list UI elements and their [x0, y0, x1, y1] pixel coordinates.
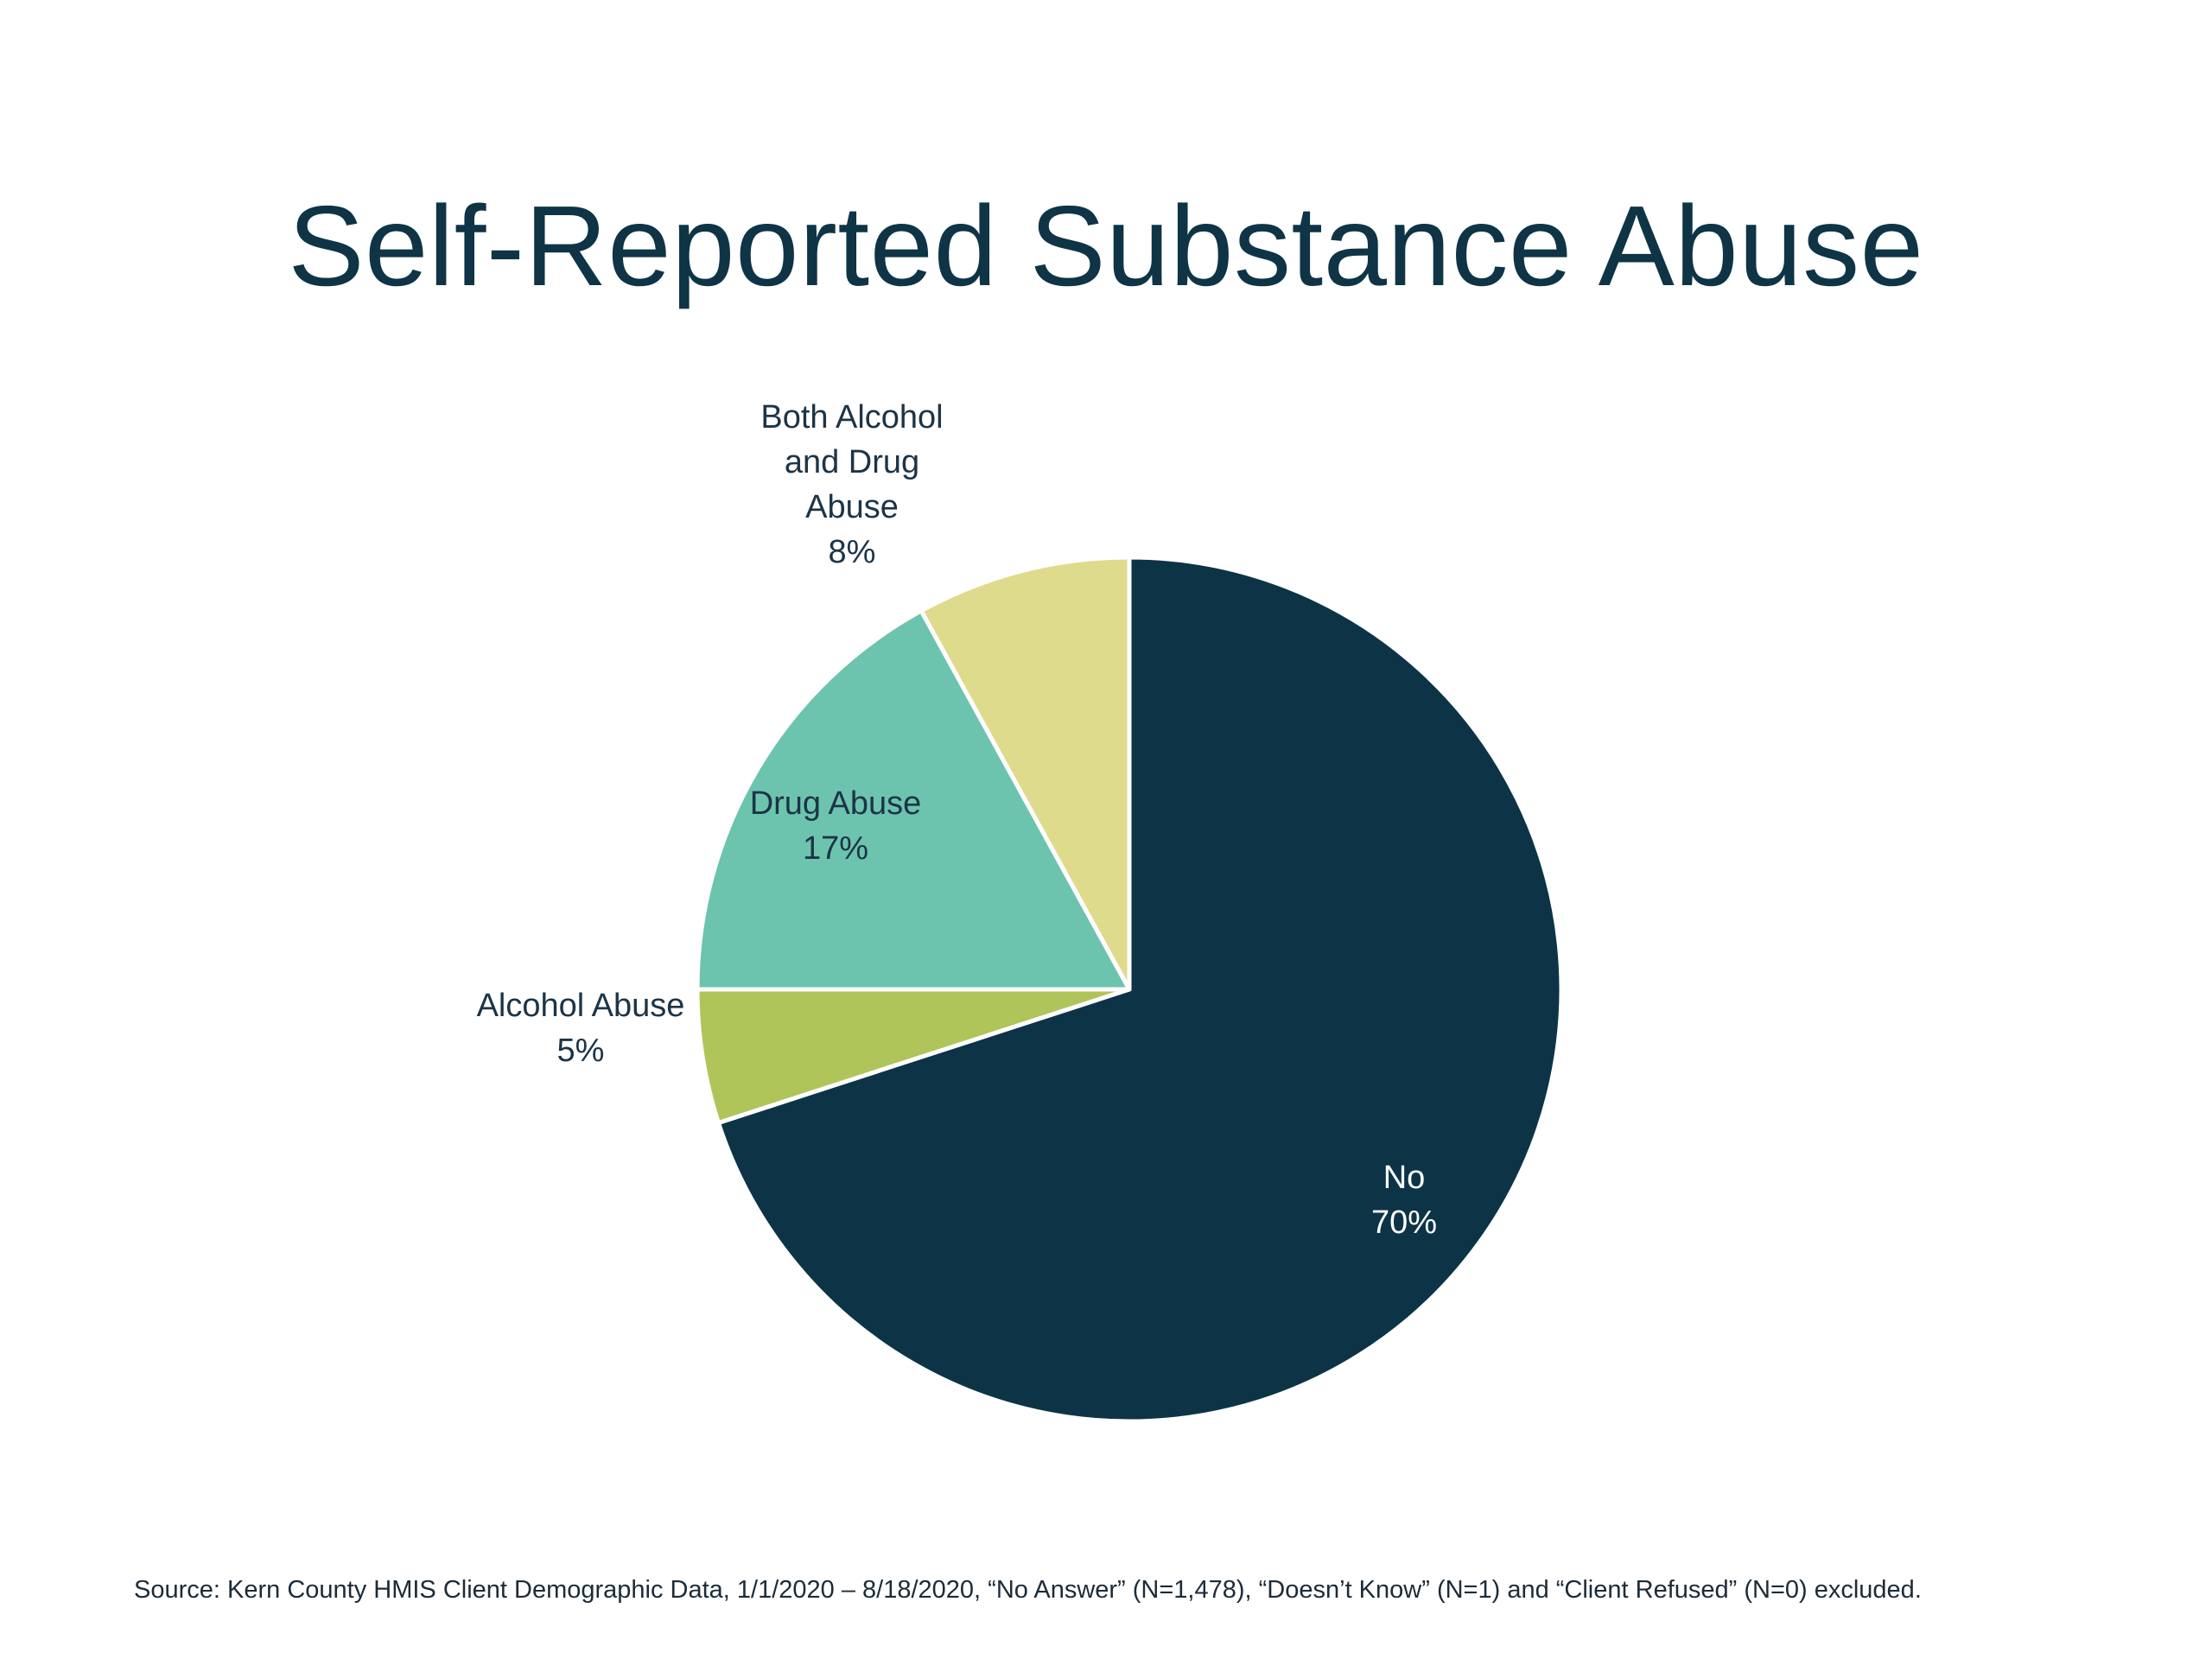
pie-labels: No 70% Alcohol Abuse 5% Drug Abuse 17% Both Al…	[477, 399, 1437, 1241]
pie-slice-both-alcohol-and-drug-abuse	[918, 555, 1132, 992]
source-note: Source: Kern County HMIS Client Demograp…	[134, 1576, 1922, 1604]
slice-name-label: Both Alcohol	[760, 399, 943, 435]
slice-name-label: Alcohol Abuse	[477, 988, 685, 1024]
slice-label-both-alcohol-and-drug-abuse: Both Alcohol and Drug Abuse 8%	[760, 399, 943, 570]
pie-slice-drug-abuse	[695, 608, 1132, 992]
pie-slice-alcohol-abuse	[695, 987, 1132, 1126]
slice-label-drug-abuse: Drug Abuse 17%	[750, 785, 922, 867]
pie-slice-no	[715, 555, 1564, 1424]
slice-value-label: 17%	[803, 830, 868, 867]
slice-name-label: and Drug	[785, 444, 919, 480]
slice-label-alcohol-abuse: Alcohol Abuse 5%	[477, 988, 685, 1069]
slice-name-label: No	[1383, 1160, 1426, 1196]
chart-title: Self-Reported Substance Abuse	[288, 182, 1924, 309]
pie-slices	[695, 555, 1564, 1424]
slice-value-label: 70%	[1371, 1205, 1437, 1241]
slice-name-label: Drug Abuse	[750, 785, 922, 822]
slice-name-label: Abuse	[805, 489, 899, 525]
slice-label-no: No 70%	[1371, 1160, 1437, 1241]
slice-value-label: 5%	[557, 1033, 605, 1069]
slice-value-label: 8%	[829, 534, 876, 570]
